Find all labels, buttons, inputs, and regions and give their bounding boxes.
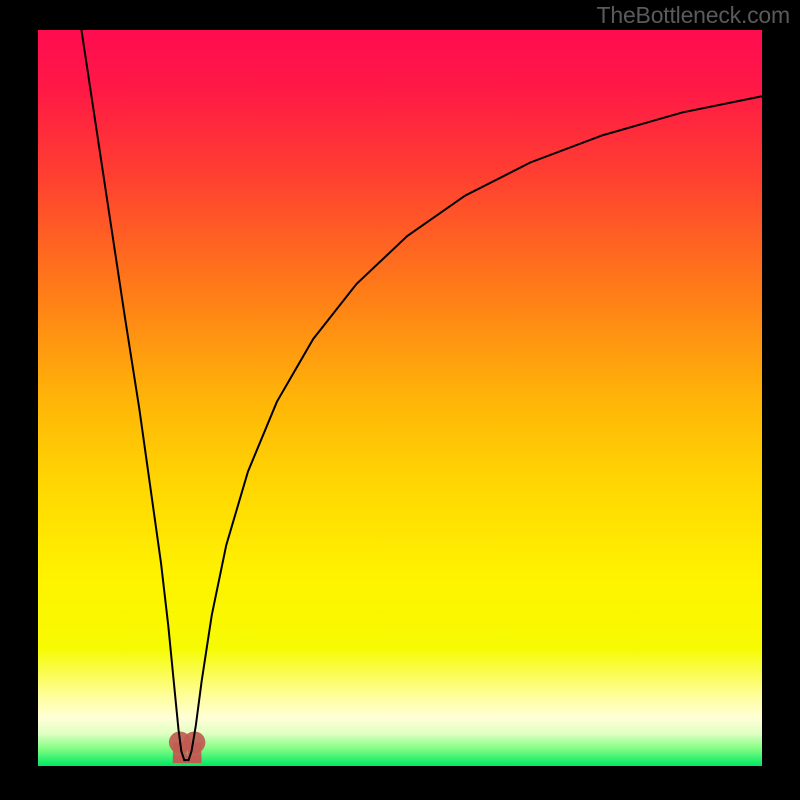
- watermark-text: TheBottleneck.com: [597, 2, 790, 29]
- gradient-plot-area: [38, 30, 762, 766]
- min-marker: [169, 731, 205, 763]
- chart-container: { "watermark": { "text": "TheBottleneck.…: [0, 0, 800, 800]
- bottleneck-chart: [0, 0, 800, 800]
